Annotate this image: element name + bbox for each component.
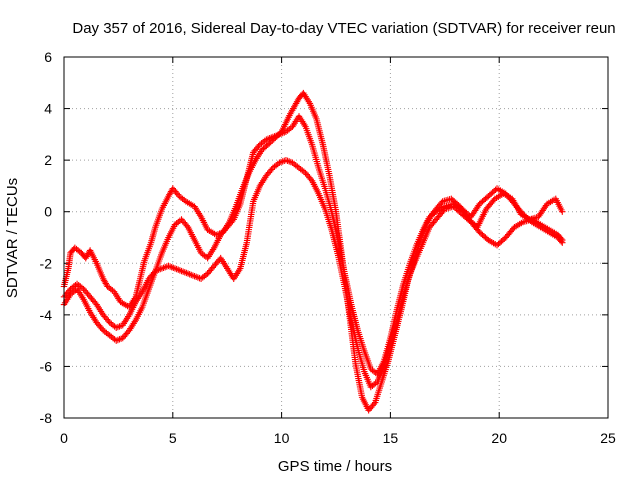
data-point — [307, 176, 314, 183]
y-axis-title: SDTVAR / TECUs — [4, 178, 21, 298]
y-tick-label: 2 — [44, 152, 52, 168]
y-tick-label: -2 — [40, 255, 53, 271]
data-points — [60, 89, 566, 414]
data-point — [229, 217, 236, 225]
data-point — [518, 209, 526, 217]
data-point — [183, 222, 190, 229]
y-tick-label: -6 — [40, 358, 53, 374]
data-point — [501, 235, 508, 242]
x-tick-label: 20 — [491, 430, 507, 446]
data-point — [559, 239, 566, 246]
data-point — [174, 191, 182, 198]
x-tick-label: 0 — [60, 430, 68, 446]
y-tick-label: 4 — [44, 101, 52, 117]
y-tick-label: -4 — [40, 307, 53, 323]
chart-title: Day 357 of 2016, Sidereal Day-to-day VTE… — [72, 20, 615, 37]
x-tick-label: 25 — [600, 430, 616, 446]
y-tick-label: -8 — [40, 410, 53, 426]
tick-labels: 0 5 10 15 20 25 -8 -6 -4 -2 0 2 4 6 — [40, 49, 616, 446]
data-point — [370, 400, 378, 408]
data-point — [559, 208, 566, 215]
data-point — [98, 325, 106, 332]
data-point — [475, 227, 482, 235]
data-point — [124, 328, 132, 336]
plot-frame — [63, 56, 609, 419]
y-tick-label: 0 — [44, 204, 52, 220]
data-point — [558, 238, 565, 245]
x-tick-label: 15 — [383, 430, 399, 446]
x-tick-label: 10 — [274, 430, 290, 446]
y-tick-label: 6 — [44, 49, 52, 65]
x-tick-label: 5 — [169, 430, 177, 446]
data-point — [268, 166, 275, 173]
data-point — [255, 143, 262, 150]
data-point — [92, 299, 99, 307]
data-point — [105, 317, 112, 325]
x-axis-title: GPS time / hours — [278, 458, 392, 475]
series-3 — [60, 113, 566, 378]
